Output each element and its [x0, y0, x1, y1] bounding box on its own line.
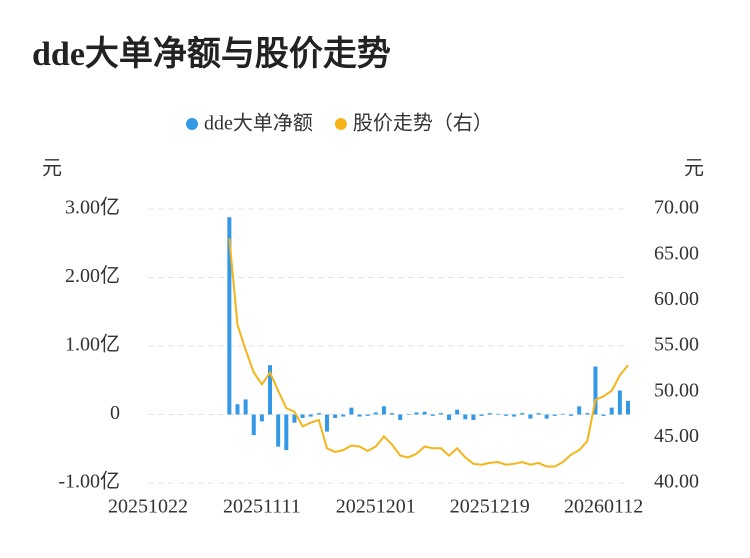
- bar: [251, 414, 256, 436]
- bar: [438, 413, 443, 415]
- bar: [341, 414, 346, 417]
- price-line: [228, 238, 629, 468]
- bar: [349, 407, 354, 415]
- legend-marker: [334, 118, 347, 130]
- bar: [617, 390, 622, 415]
- bar: [585, 413, 590, 415]
- bar: [479, 414, 484, 416]
- bar: [626, 400, 630, 415]
- y2-tick-label: 65.00: [654, 242, 699, 264]
- bar: [373, 412, 378, 415]
- bar: [463, 414, 468, 420]
- bar: [601, 414, 606, 416]
- bar: [455, 409, 460, 415]
- legend-marker: [186, 118, 198, 130]
- x-tick-label: 20260112: [564, 496, 643, 518]
- bar: [357, 414, 362, 417]
- bar: [447, 414, 452, 420]
- y-tick-label: 3.00亿: [65, 196, 120, 219]
- y2-tick-label: 60.00: [654, 288, 699, 310]
- bar: [569, 414, 574, 416]
- bar: [430, 414, 435, 416]
- bar: [324, 414, 329, 432]
- bar: [406, 413, 411, 415]
- bar: [422, 411, 427, 415]
- bar: [300, 414, 305, 418]
- bar: [316, 413, 321, 415]
- y-axis-label: 元: [42, 158, 62, 180]
- x-tick-label: 20251022: [108, 496, 188, 518]
- bar: [512, 414, 517, 417]
- bar: [381, 406, 386, 415]
- bar: [487, 413, 492, 415]
- bar: [552, 414, 557, 416]
- y2-tick-label: 50.00: [654, 379, 699, 401]
- x-tick-label: 20251111: [223, 496, 301, 518]
- chart-title: dde大单净额与股价走势: [32, 35, 391, 73]
- bar: [520, 413, 525, 415]
- bar: [536, 413, 541, 415]
- bar: [276, 414, 281, 447]
- x-tick-label: 20251219: [450, 496, 530, 518]
- bar: [227, 217, 232, 415]
- bar: [308, 414, 313, 417]
- bar: [268, 365, 273, 415]
- y2-tick-label: 40.00: [654, 471, 699, 493]
- bar: [577, 406, 582, 415]
- bar: [503, 414, 508, 416]
- bar: [495, 413, 500, 415]
- bar: [560, 413, 565, 415]
- bar: [333, 414, 338, 418]
- y-tick-label: 1.00亿: [65, 333, 120, 356]
- legend-label: dde大单净额: [204, 112, 313, 135]
- bar: [390, 413, 395, 415]
- bar: [528, 414, 533, 419]
- bar: [471, 414, 476, 420]
- y2-axis-label: 元: [684, 158, 704, 180]
- bar: [414, 412, 419, 415]
- bar: [235, 404, 240, 415]
- bar: [609, 407, 614, 415]
- y-tick-label: 0: [110, 402, 120, 424]
- bar: [284, 414, 289, 451]
- y2-tick-label: 45.00: [654, 425, 699, 447]
- x-tick-label: 20251201: [336, 496, 416, 518]
- legend-label: 股价走势（右）: [353, 112, 493, 135]
- y2-tick-label: 70.00: [654, 197, 699, 219]
- bar: [593, 366, 598, 415]
- bar: [544, 414, 549, 419]
- bar: [398, 414, 403, 420]
- bar: [365, 414, 370, 416]
- y2-tick-label: 55.00: [654, 334, 699, 356]
- bar: [259, 414, 264, 422]
- bar: [292, 414, 297, 423]
- y-tick-label: -1.00亿: [58, 470, 120, 493]
- y-tick-label: 2.00亿: [65, 264, 120, 287]
- bar: [243, 399, 248, 415]
